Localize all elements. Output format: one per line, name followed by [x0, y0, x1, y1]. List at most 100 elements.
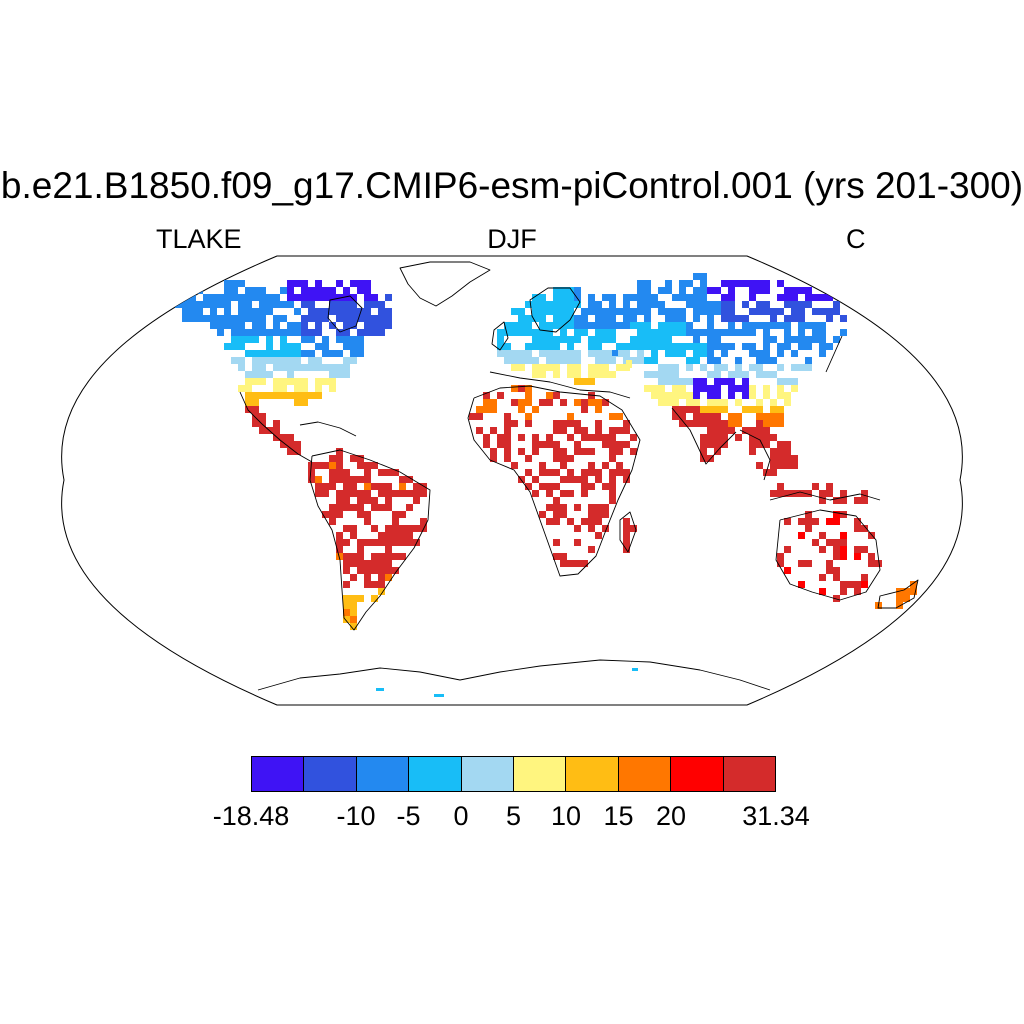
lake-cell: [693, 287, 700, 294]
lake-cell: [903, 595, 910, 602]
lake-cell: [749, 308, 756, 315]
lake-cell: [805, 343, 812, 350]
lake-cell: [350, 595, 357, 602]
lake-cell: [532, 364, 539, 371]
coastline: [299, 421, 357, 437]
lake-cell: [721, 399, 728, 406]
lake-cell: [595, 329, 602, 336]
lake-cell: [336, 294, 343, 301]
lake-cell: [714, 406, 721, 413]
lake-cell: [777, 406, 784, 413]
lake-cell: [637, 294, 644, 301]
lake-cell: [490, 448, 497, 455]
lake-cell: [623, 301, 630, 308]
lake-cell: [742, 280, 749, 287]
lake-cell: [728, 385, 735, 392]
lake-cell: [588, 343, 595, 350]
lake-cell: [224, 322, 231, 329]
lake-cell: [511, 364, 518, 371]
lake-cell: [644, 329, 651, 336]
lake-cell: [497, 336, 504, 343]
lake-cell: [728, 322, 735, 329]
lake-cell: [581, 315, 588, 322]
lake-cell: [728, 315, 735, 322]
lake-cell: [280, 392, 287, 399]
lake-cell: [693, 385, 700, 392]
colorbar-swatch: [514, 757, 567, 791]
lake-cell: [504, 434, 511, 441]
coastline: [399, 261, 491, 307]
lake-cell: [553, 504, 560, 511]
lake-cell: [287, 371, 294, 378]
lake-cell: [707, 406, 714, 413]
lake-cell: [574, 294, 581, 301]
lake-cell: [826, 490, 833, 497]
lake-cell: [602, 336, 609, 343]
lake-cell: [574, 301, 581, 308]
colorbar-tick-label: -10: [336, 801, 376, 831]
lake-cell: [602, 350, 609, 357]
lake-cell: [322, 483, 329, 490]
lake-cell: [511, 385, 518, 392]
lake-cell: [588, 301, 595, 308]
lake-cell: [693, 308, 700, 315]
lake-cell: [350, 455, 357, 462]
lake-cell: [252, 413, 259, 420]
lake-cell: [350, 350, 357, 357]
lake-cell: [749, 364, 756, 371]
lake-cell: [378, 581, 385, 588]
lake-cell: [777, 560, 784, 567]
lake-cell: [616, 462, 623, 469]
lake-cell: [294, 322, 301, 329]
lake-cell: [385, 504, 392, 511]
lake-cell: [651, 350, 658, 357]
lake-cell: [371, 595, 378, 602]
lake-cell: [259, 364, 266, 371]
lake-cell: [343, 301, 350, 308]
lake-cell: [777, 553, 784, 560]
lake-cell: [504, 329, 511, 336]
lake-cell: [777, 392, 784, 399]
lake-cell: [700, 406, 707, 413]
lake-cell: [805, 301, 812, 308]
lake-cell: [336, 280, 343, 287]
lake-cell: [252, 399, 259, 406]
lake-cell: [612, 350, 618, 356]
lake-cell: [735, 434, 742, 441]
lake-cell: [567, 518, 574, 525]
lake-cell: [770, 462, 777, 469]
lake-cell: [595, 518, 602, 525]
lake-cell: [763, 343, 770, 350]
lake-cell: [231, 357, 238, 364]
lake-cell: [728, 427, 735, 434]
lake-cell: [665, 308, 672, 315]
lake-cell: [350, 490, 357, 497]
lake-cell: [602, 525, 609, 532]
lake-cell: [364, 574, 371, 581]
lake-cell: [574, 378, 581, 385]
lake-cell: [224, 315, 231, 322]
lake-cell: [245, 294, 252, 301]
lake-cell: [266, 308, 273, 315]
lake-cell: [679, 350, 686, 357]
lake-cell: [322, 462, 329, 469]
lake-cell: [665, 371, 672, 378]
lake-cell: [777, 350, 784, 357]
lake-cell: [637, 329, 644, 336]
lake-cell: [560, 294, 567, 301]
lake-cell: [343, 357, 350, 364]
lake-cell: [371, 315, 378, 322]
lake-cell: [686, 329, 693, 336]
lake-cell: [392, 518, 399, 525]
colorbar: [251, 756, 776, 792]
lake-cell: [707, 350, 714, 357]
lake-cell: [322, 287, 329, 294]
lake-cell: [252, 371, 259, 378]
lake-cell: [581, 490, 588, 497]
lake-cell: [805, 364, 812, 371]
lake-cell: [343, 553, 350, 560]
lake-cell: [861, 490, 868, 497]
lake-cell: [784, 546, 791, 553]
lake-cell: [721, 308, 728, 315]
lake-cell: [721, 315, 728, 322]
